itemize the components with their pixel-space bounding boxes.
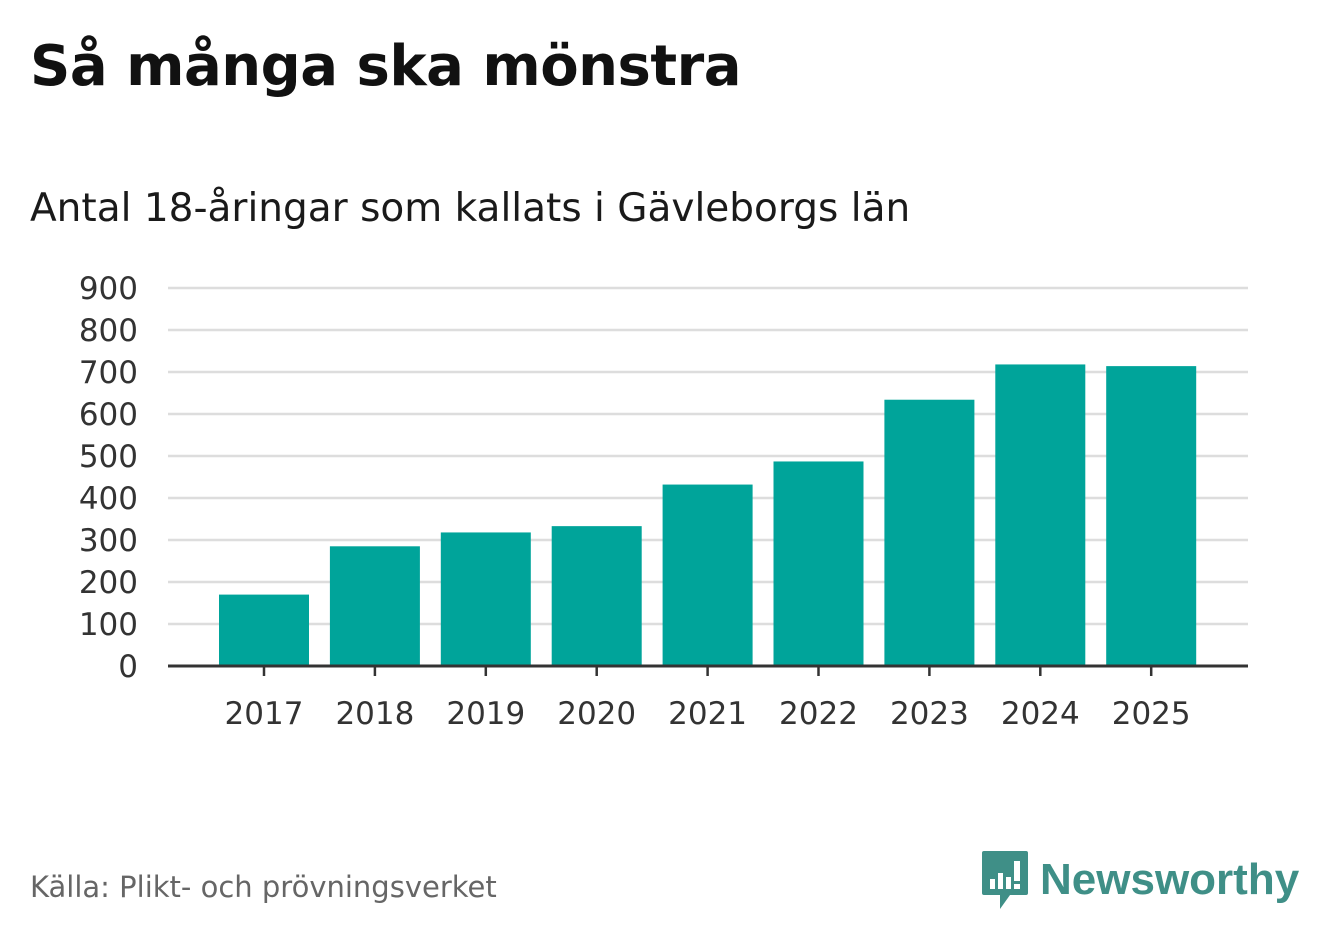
x-axis [168,664,1248,676]
source-note: Källa: Plikt- och prövningsverket [30,870,497,904]
x-tick-label-2025: 2025 [1112,696,1191,732]
x-tick-label-2018: 2018 [335,696,414,732]
brand-name: Newsworthy [1040,855,1300,904]
x-tick-label-2024: 2024 [1001,696,1080,732]
y-tick-label-500: 500 [79,439,138,475]
y-tick-label-800: 800 [79,313,138,349]
bar-2019 [440,532,531,666]
y-tick-label-200: 200 [79,565,138,601]
x-tick-label-2017: 2017 [225,696,304,732]
y-tick-label-300: 300 [79,523,138,559]
bars [219,364,1197,666]
y-tick-label-900: 900 [79,271,138,307]
brand-logo: Newsworthy [980,848,1299,912]
bar-2025 [1106,366,1197,666]
x-tick-label-2023: 2023 [890,696,969,732]
bar-2024 [995,364,1086,666]
bar-2021 [662,484,753,666]
bar-2023 [884,399,975,666]
y-tick-label-400: 400 [79,481,138,517]
y-tick-label-600: 600 [79,397,138,433]
bar-2017 [219,594,309,666]
y-tick-label-700: 700 [79,355,138,391]
bar-2018 [329,546,420,666]
bar-2022 [773,461,864,666]
y-tick-label-100: 100 [79,607,138,643]
x-axis-ticks: 2017 2018 2019 2020 2021 2022 2023 2024 2025 [225,696,1191,732]
x-tick-label-2019: 2019 [446,696,525,732]
x-tick-label-2021: 2021 [668,696,747,732]
newsworthy-logo-icon [982,851,1028,909]
chart-title: Så många ska mönstra [30,34,742,99]
x-tick-label-2022: 2022 [779,696,858,732]
x-tick-label-2020: 2020 [557,696,636,732]
y-tick-label-0: 0 [118,649,138,685]
bar-2020 [551,526,642,666]
chart-subtitle: Antal 18-åringar som kallats i Gävleborg… [30,186,911,231]
y-axis-ticks: 0 100 200 300 400 500 600 700 800 900 [79,271,138,685]
